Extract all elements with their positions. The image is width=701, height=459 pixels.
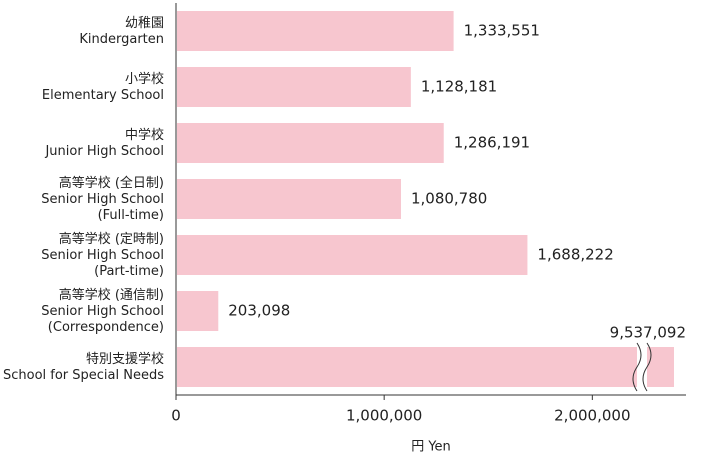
value-label: 203,098 xyxy=(228,302,290,320)
y-tick-label-line: (Part-time) xyxy=(94,264,164,279)
x-tick-label: 0 xyxy=(171,407,181,425)
x-tick-label: 1,000,000 xyxy=(346,407,422,425)
value-label: 1,080,780 xyxy=(411,190,487,208)
y-tick-label-line: 小学校 xyxy=(125,71,164,87)
bar xyxy=(177,347,674,387)
y-tick-label-line: 特別支援学校 xyxy=(86,351,164,367)
bar xyxy=(177,235,528,275)
y-tick-label-line: Senior High School xyxy=(41,192,164,207)
y-tick-label: 小学校 Elementary School xyxy=(42,71,164,103)
bar xyxy=(177,291,219,331)
axis-break xyxy=(642,342,652,392)
y-tick-label-line: (Correspondence) xyxy=(48,320,164,335)
y-tick-label: 高等学校 (通信制) Senior High School (Corresponde… xyxy=(41,287,164,335)
axis-break xyxy=(632,342,642,392)
y-tick-label: 中学校 Junior High School xyxy=(44,127,164,159)
value-label: 1,286,191 xyxy=(454,134,530,152)
x-axis-label: 円 Yen xyxy=(411,440,451,455)
y-tick-label-line: Junior High School xyxy=(44,144,164,159)
value-label: 1,128,181 xyxy=(421,78,497,96)
x-tick-label: 2,000,000 xyxy=(554,407,630,425)
y-tick-label-line: Senior High School xyxy=(41,248,164,263)
value-label: 1,688,222 xyxy=(537,246,613,264)
y-tick-label: 特別支援学校 School for Special Needs xyxy=(3,351,164,383)
bar xyxy=(177,67,411,107)
bar xyxy=(177,11,454,51)
y-tick-label: 高等学校 (定時制) Senior High School (Part-time) xyxy=(41,231,164,279)
y-tick-label-line: 高等学校 (定時制) xyxy=(59,231,164,247)
value-label: 9,537,092 xyxy=(610,324,686,342)
value-label: 1,333,551 xyxy=(464,22,540,40)
axis-break-gap xyxy=(637,343,647,391)
y-tick-label-line: (Full-time) xyxy=(98,208,164,223)
y-tick-label-line: 高等学校 (全日制) xyxy=(59,175,164,191)
y-tick-label-line: 幼稚園 xyxy=(125,16,164,31)
y-tick-label-line: Elementary School xyxy=(42,88,164,103)
y-tick-label-line: Senior High School xyxy=(41,304,164,319)
y-tick-label-line: 中学校 xyxy=(125,127,164,143)
y-tick-label: 幼稚園 Kindergarten xyxy=(79,16,164,47)
y-tick-label-line: Kindergarten xyxy=(79,32,164,47)
bar xyxy=(177,179,401,219)
y-tick-label-line: School for Special Needs xyxy=(3,368,164,383)
y-tick-label-line: 高等学校 (通信制) xyxy=(59,287,164,303)
bar xyxy=(177,123,444,163)
y-tick-label: 高等学校 (全日制) Senior High School (Full-time) xyxy=(41,175,164,223)
